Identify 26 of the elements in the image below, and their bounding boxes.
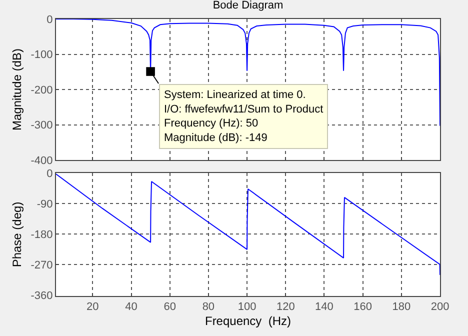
annotation: System: Linearized at time 0. I/O: ffwefewfw11/Sum to Product Frequency (Hz): 50 Magnitude (dB): -149	[164, 89, 324, 144]
x-tick-label: 40	[125, 301, 138, 314]
x-tick-label: 120	[276, 301, 295, 314]
chart-title: Bode Diagram	[212, 0, 284, 12]
x-tick-label: 60	[164, 301, 176, 314]
x-tick-label: 100	[238, 301, 256, 314]
y-tick-label: -300	[30, 120, 53, 132]
x-tick-label: 20	[86, 301, 99, 314]
x-tick-label: 80	[202, 301, 215, 314]
x-axis-title: Frequency (Hz)	[204, 314, 292, 328]
x-tick-label: 200	[430, 301, 450, 314]
y-tick-label: -270	[30, 260, 53, 272]
y-axis-title: Phase (deg)	[10, 202, 24, 268]
y-tick-label: -100	[30, 49, 53, 62]
y-tick-label: -360	[30, 290, 53, 302]
x-tick-label: 160	[354, 301, 372, 314]
y-tick-label: -180	[30, 229, 53, 242]
x-tick-label: 140	[315, 301, 334, 314]
y-tick-label: -90	[36, 198, 53, 210]
x-tick-label: 180	[392, 301, 411, 314]
y-tick-label: 0	[46, 14, 53, 26]
y-tick-label: -200	[30, 84, 53, 96]
y-tick-label: 0	[46, 168, 53, 180]
y-axis-title: Magnitude (dB)	[10, 48, 24, 131]
y-tick-label: -400	[30, 154, 53, 167]
line-series	[56, 174, 440, 276]
